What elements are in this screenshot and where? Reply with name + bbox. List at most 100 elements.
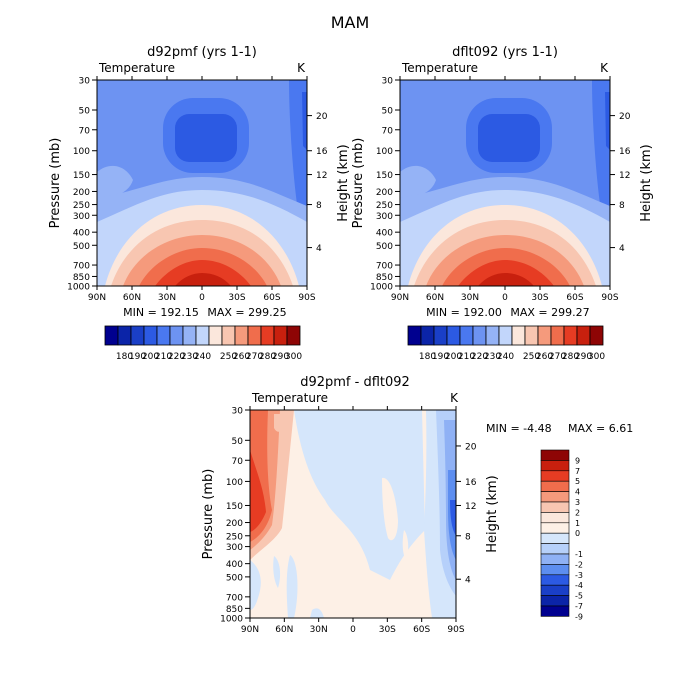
y-tick-label: 850 <box>73 273 90 283</box>
y-tick-label: 30 <box>79 77 91 87</box>
colorbar-swatch <box>589 325 604 346</box>
colorbar-swatch <box>540 532 570 544</box>
colorbar-label: 230 <box>181 352 198 362</box>
x-tick-label: 90N <box>88 293 106 303</box>
y-tick-label: 250 <box>73 201 90 211</box>
colorbar-swatch <box>498 325 513 346</box>
colorbar-swatch <box>540 470 570 482</box>
y-tick-label: 150 <box>376 171 393 181</box>
colorbar-label: -5 <box>575 592 583 601</box>
x-tick-label: 60N <box>426 293 444 303</box>
y-tick-label: 700 <box>226 593 243 603</box>
panel-difference: d92pmf - dflt092 Temperature K <box>201 375 633 635</box>
colorbar-swatch <box>446 325 461 346</box>
x-tick-label: 30N <box>310 625 328 635</box>
colorbar-label: 210 <box>155 352 172 362</box>
colorbar-label: -2 <box>575 560 583 569</box>
variable-label: Temperature <box>401 61 478 75</box>
colorbar-label: 200 <box>142 352 159 362</box>
y-tick-label: 200 <box>73 188 90 198</box>
x-tick-label: 0 <box>502 293 508 303</box>
panel-title: dflt092 (yrs 1-1) <box>452 45 558 60</box>
colorbar-label: 290 <box>575 352 592 362</box>
units-label: K <box>450 391 459 405</box>
y-axis-label: Pressure (mb) <box>48 138 63 229</box>
y-tick-label: 300 <box>226 543 243 553</box>
colorbar-swatch <box>540 605 570 617</box>
x-tick-label: 90N <box>241 625 259 635</box>
colorbar-swatch <box>420 325 435 346</box>
colorbar-swatch <box>550 325 565 346</box>
colorbar-swatch <box>540 480 570 492</box>
y2-tick-label: 20 <box>619 112 631 122</box>
colorbar-swatch <box>156 325 171 346</box>
y-tick-label: 30 <box>232 407 244 417</box>
colorbar-swatch <box>540 574 570 586</box>
colorbar-label: 300 <box>588 352 605 362</box>
colorbar-label: 260 <box>536 352 553 362</box>
contour-field <box>97 80 307 286</box>
x-tick-label: 90S <box>298 293 315 303</box>
colorbar-label: 250 <box>220 352 237 362</box>
y-tick-label: 200 <box>226 519 243 529</box>
y-tick-label: 400 <box>376 229 393 239</box>
colorbar-label: 270 <box>549 352 566 362</box>
x-tick-label: 0 <box>199 293 205 303</box>
colorbar-swatch <box>104 325 119 346</box>
colorbar-swatch <box>407 325 422 346</box>
max-label: MAX = 299.27 <box>510 306 589 319</box>
y-tick-label: 70 <box>232 457 244 467</box>
colorbar-swatch <box>540 522 570 534</box>
colorbar-label: -3 <box>575 571 583 580</box>
x-tick-label: 60S <box>566 293 583 303</box>
colorbar-swatch <box>433 325 448 346</box>
y2-axis-label: Height (km) <box>485 475 500 552</box>
y2-tick-label: 4 <box>316 244 322 254</box>
max-label: MAX = 299.25 <box>207 306 286 319</box>
colorbar-swatch <box>485 325 500 346</box>
colorbar-label: 3 <box>575 498 580 507</box>
panel-d92pmf: d92pmf (yrs 1-1) Temperature K 30 50 70 100… <box>48 45 351 362</box>
colorbar-label: 190 <box>432 352 449 362</box>
panel-title: d92pmf - dflt092 <box>300 375 410 390</box>
contour-field <box>250 410 456 618</box>
y2-tick-label: 12 <box>465 502 476 512</box>
y2-tick-label: 20 <box>316 112 328 122</box>
colorbar-swatch <box>234 325 249 346</box>
y-tick-label: 100 <box>226 478 243 488</box>
colorbar-label: 240 <box>497 352 514 362</box>
y2-tick-label: 16 <box>619 147 631 157</box>
y2-axis-label: Height (km) <box>639 144 654 221</box>
colorbar-swatch <box>286 325 301 346</box>
y-tick-label: 250 <box>226 532 243 542</box>
y2-tick-label: 12 <box>619 171 630 181</box>
y-tick-label: 700 <box>376 262 393 272</box>
y2-tick-label: 20 <box>465 442 477 452</box>
y-axis-label: Pressure (mb) <box>201 469 216 560</box>
colorbar-label: -1 <box>575 550 583 559</box>
y-tick-label: 700 <box>73 262 90 272</box>
colorbar-label: 210 <box>458 352 475 362</box>
y2-tick-label: 12 <box>316 171 327 181</box>
colorbar-swatch <box>182 325 197 346</box>
variable-label: Temperature <box>251 391 328 405</box>
colorbar-label: 270 <box>246 352 263 362</box>
min-label: MIN = -4.48 <box>486 422 552 435</box>
y-tick-label: 850 <box>376 273 393 283</box>
colorbar-swatch <box>540 595 570 607</box>
colorbar-swatch <box>537 325 552 346</box>
colorbar-swatch <box>540 491 570 503</box>
units-label: K <box>600 61 609 75</box>
y-tick-label: 1000 <box>67 283 90 293</box>
figure-title: MAM <box>331 13 370 32</box>
colorbar-label: 220 <box>168 352 185 362</box>
y-tick-label: 50 <box>232 437 244 447</box>
colorbar-label: 7 <box>575 467 580 476</box>
y-tick-label: 150 <box>226 502 243 512</box>
y-tick-label: 400 <box>73 229 90 239</box>
colorbar-label: -7 <box>575 602 583 611</box>
colorbar-swatch <box>524 325 539 346</box>
colorbar-swatch <box>540 501 570 513</box>
colorbar-label: 0 <box>575 529 580 538</box>
